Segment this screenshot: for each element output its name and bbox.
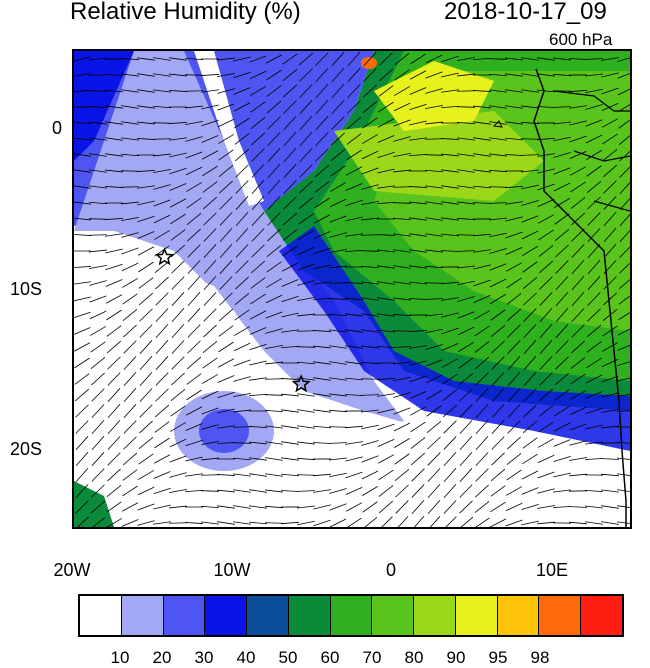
humidity-patch-30 [199, 409, 249, 453]
wind-barb [329, 283, 347, 284]
y-tick-label: 20S [2, 439, 42, 460]
colorbar [78, 594, 624, 637]
colorbar-label: 50 [268, 648, 308, 668]
wind-barb [201, 475, 219, 476]
colorbar-swatch [80, 596, 122, 635]
y-tick-label: 0 [22, 118, 62, 139]
colorbar-label: 40 [226, 648, 266, 668]
x-tick-label: 10E [522, 560, 582, 581]
colorbar-label: 95 [478, 648, 518, 668]
colorbar-label: 20 [142, 648, 182, 668]
colorbar-swatch [164, 596, 206, 635]
colorbar-swatch [122, 596, 164, 635]
wind-barb [121, 187, 139, 188]
colorbar-label: 80 [394, 648, 434, 668]
colorbar-label: 98 [520, 648, 560, 668]
wind-barb [297, 331, 315, 332]
map-datetime: 2018-10-17_09 [444, 0, 607, 26]
map-plot-area [74, 51, 630, 527]
colorbar-label: 70 [352, 648, 392, 668]
wind-barb [233, 427, 251, 428]
colorbar-swatch [331, 596, 373, 635]
colorbar-label: 10 [100, 648, 140, 668]
colorbar-swatch [205, 596, 247, 635]
humidity-map [72, 49, 632, 529]
x-tick-label: 0 [361, 560, 421, 581]
colorbar-swatch [372, 596, 414, 635]
colorbar-swatch [247, 596, 289, 635]
colorbar-swatch [456, 596, 498, 635]
wind-barb [185, 91, 203, 92]
x-tick-label: 10W [202, 560, 262, 581]
colorbar-swatch [289, 596, 331, 635]
wind-barb [153, 139, 171, 140]
colorbar-swatch [498, 596, 540, 635]
y-tick-label: 10S [2, 279, 42, 300]
map-title: Relative Humidity (%) [70, 0, 301, 26]
pressure-level-label: 600 hPa [549, 30, 612, 50]
humidity-zone-98 [361, 57, 377, 69]
wind-barb [265, 379, 283, 380]
colorbar-swatch [581, 596, 622, 635]
colorbar-label: 90 [436, 648, 476, 668]
colorbar-swatch [414, 596, 456, 635]
colorbar-label: 60 [310, 648, 350, 668]
wind-barb [425, 139, 443, 140]
wind-barb [169, 523, 187, 524]
colorbar-label: 30 [184, 648, 224, 668]
wind-barb [89, 235, 107, 236]
x-tick-label: 20W [42, 560, 102, 581]
wind-barb [361, 235, 379, 236]
wind-barb [457, 91, 475, 92]
colorbar-swatch [539, 596, 581, 635]
wind-barb [393, 187, 411, 188]
